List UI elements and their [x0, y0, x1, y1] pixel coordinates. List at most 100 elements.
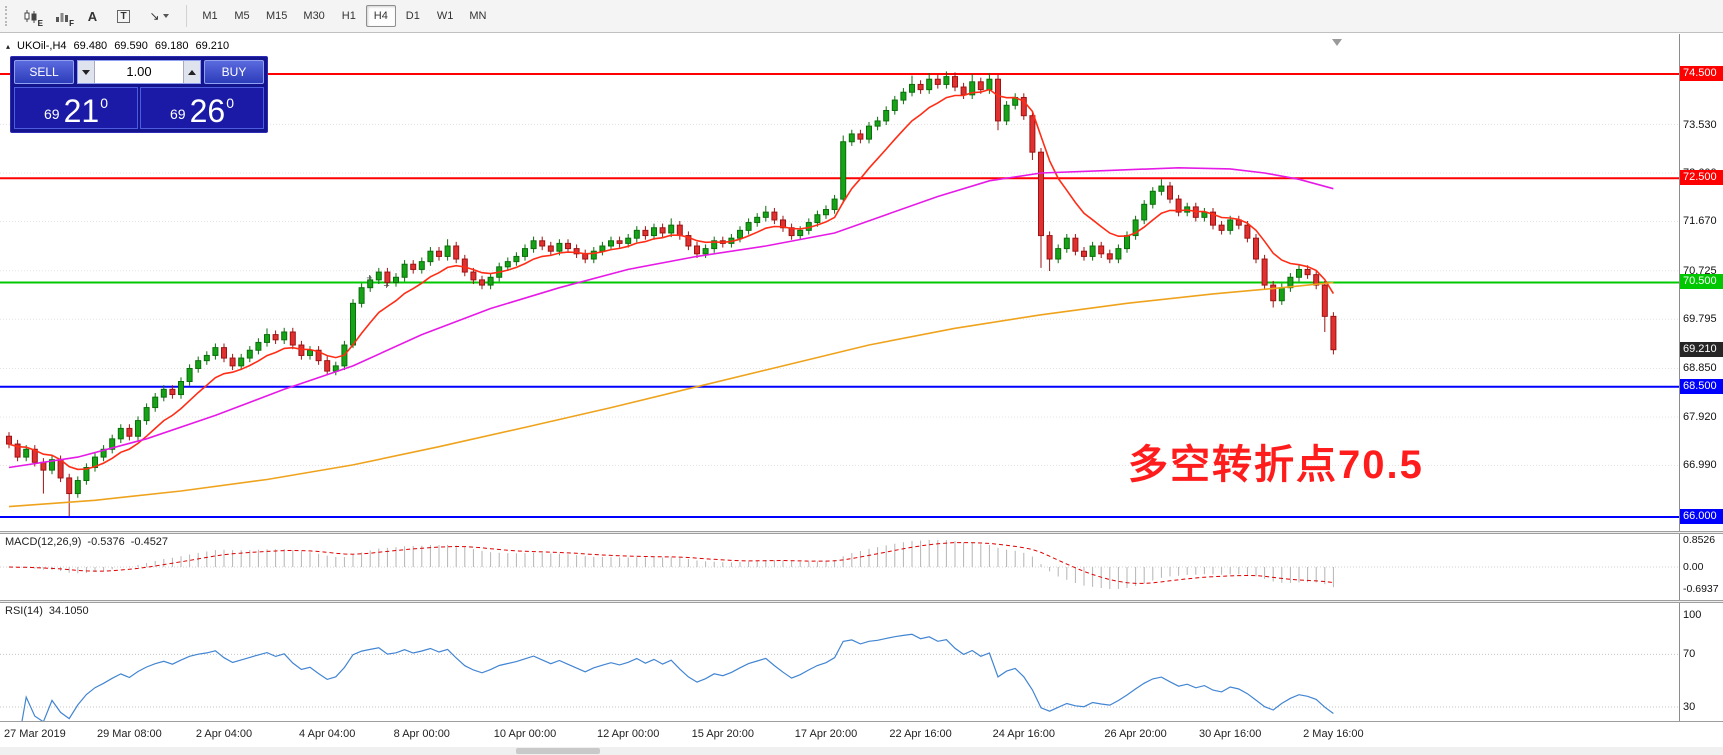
rsi-value: 34.1050 — [48, 605, 89, 617]
slow-ma — [8, 281, 1334, 508]
buy-button[interactable]: BUY — [204, 60, 264, 84]
ask-price-display[interactable]: 69 26 0 — [140, 87, 264, 129]
rsi-axis-label: 30 — [1683, 701, 1696, 713]
pane-border — [0, 721, 1723, 722]
price-axis-label: 71.670 — [1683, 215, 1717, 228]
timeframe-h1[interactable]: H1 — [334, 5, 364, 27]
timeframe-m15[interactable]: M15 — [259, 5, 294, 27]
rsi-label: RSI(14) 34.1050 — [5, 605, 89, 617]
volume-increase-button[interactable] — [183, 61, 200, 83]
price-axis[interactable]: 73.53072.60071.67070.72569.79568.85067.9… — [1679, 34, 1723, 531]
time-axis-label: 24 Apr 16:00 — [992, 728, 1055, 740]
pane-splitter[interactable] — [0, 531, 1723, 534]
symbol-timeframe: UKOil-,H4 — [17, 40, 67, 52]
time-axis-label: 15 Apr 20:00 — [691, 728, 754, 740]
toolbar: E F A T ↘ M1 M5 M15 M30 H1 H4 D1 W1 MN — [0, 0, 1723, 33]
bid-big-figure: 69 — [44, 106, 60, 122]
rsi-panel[interactable]: RSI(14) 34.1050 — [0, 603, 1679, 721]
price-level-tag: 74.500 — [1680, 66, 1723, 81]
rsi-axis-label: 70 — [1683, 648, 1696, 661]
time-axis-label: 22 Apr 16:00 — [889, 728, 952, 740]
rsi-axis-label: 100 — [1683, 609, 1702, 621]
timeframe-w1[interactable]: W1 — [430, 5, 461, 27]
volume-value[interactable]: 1.00 — [126, 64, 152, 79]
bid-price-display[interactable]: 69 21 0 — [14, 87, 138, 129]
timeframe-m5[interactable]: M5 — [227, 5, 257, 27]
timeframe-d1[interactable]: D1 — [398, 5, 428, 27]
fast-ma — [8, 88, 1335, 471]
time-axis-label: 27 Mar 2019 — [4, 728, 66, 740]
medium-ma — [8, 166, 1334, 469]
macd-axis-label: -0.6937 — [1683, 583, 1719, 595]
volume-input[interactable]: 1.00 — [77, 60, 201, 84]
label-tool-glyph: T — [117, 9, 130, 23]
time-axis-label: 29 Mar 08:00 — [96, 728, 162, 740]
candles-icon[interactable]: E — [17, 4, 44, 28]
current-price-tag: 69.210 — [1680, 341, 1723, 357]
label-tool-icon[interactable]: T — [110, 4, 137, 28]
price-axis-label: 70.725 — [1683, 264, 1717, 277]
macd-axis[interactable]: 0.8526 0.00 -0.6937 — [1679, 534, 1723, 600]
ask-point: 0 — [226, 95, 234, 111]
ask-big-figure: 69 — [170, 106, 186, 122]
dropdown-caret-icon[interactable] — [162, 14, 169, 18]
chart-shift-icon[interactable] — [1332, 39, 1342, 46]
candlesticks — [6, 71, 1337, 516]
volume-decrease-button[interactable] — [78, 61, 95, 83]
sell-button[interactable]: SELL — [14, 60, 74, 84]
price-level-tag: 68.500 — [1680, 378, 1723, 394]
price-axis-label: 66.990 — [1683, 459, 1717, 472]
macd-axis-label: 0.8526 — [1683, 534, 1716, 546]
time-axis-label: 10 Apr 00:00 — [493, 728, 557, 740]
price-level-tag: 72.500 — [1680, 170, 1723, 186]
ohlc-low: 69.180 — [154, 40, 189, 52]
macd-title: MACD(12,26,9) — [5, 536, 82, 548]
time-axis-label: 17 Apr 20:00 — [794, 728, 858, 740]
timeframe-m30[interactable]: M30 — [296, 5, 331, 27]
price-level-tag: 70.500 — [1680, 274, 1723, 290]
histogram-icon[interactable]: F — [48, 4, 75, 28]
price-axis-label: 69.795 — [1683, 313, 1717, 326]
plus-marker: + — [383, 280, 389, 292]
timeframe-group: M1 M5 M15 M30 H1 H4 D1 W1 MN — [194, 5, 494, 27]
ohlc-high: 69.590 — [114, 40, 148, 52]
timeframe-mn[interactable]: MN — [462, 5, 493, 27]
bid-point: 0 — [100, 95, 108, 111]
bid-pips: 21 — [63, 93, 100, 129]
price-axis-label: 73.530 — [1683, 118, 1717, 131]
rsi-title: RSI(14) — [5, 605, 43, 617]
text-tool-icon[interactable]: A — [79, 4, 106, 28]
macd-signal-value: -0.4527 — [130, 536, 169, 548]
price-chart[interactable]: + + ▴ UKOil-,H4 69.480 69.590 69.180 69.2… — [0, 34, 1679, 531]
macd-panel[interactable]: MACD(12,26,9) -0.5376 -0.4527 — [0, 534, 1679, 600]
toolbar-separator — [186, 5, 187, 27]
one-click-trading-panel: SELL 1.00 BUY 69 21 0 69 26 0 — [10, 56, 268, 133]
time-axis-label: 26 Apr 20:00 — [1104, 728, 1167, 740]
pane-splitter[interactable] — [0, 600, 1723, 603]
line-tool-icon[interactable]: ↘ — [141, 4, 177, 28]
macd-label: MACD(12,26,9) -0.5376 -0.4527 — [5, 536, 168, 548]
time-axis-label: 30 Apr 16:00 — [1198, 728, 1262, 740]
text-tool-glyph: A — [87, 8, 98, 24]
price-level-tag: 66.000 — [1680, 509, 1723, 525]
time-axis[interactable]: 27 Mar 2019 29 Mar 08:00 2 Apr 04:00 4 Apr … — [0, 722, 1679, 746]
macd-value: -0.5376 — [87, 536, 125, 548]
time-axis-label: 4 Apr 04:00 — [299, 728, 356, 740]
plus-marker: + — [366, 272, 372, 284]
time-axis-label: 12 Apr 00:00 — [596, 728, 660, 740]
symbol-marker-icon: ▴ — [6, 41, 11, 51]
horizontal-scrollbar[interactable] — [0, 747, 1723, 755]
line-tool-glyph: ↘ — [149, 9, 160, 23]
annotation-text: 多空转折点70.5 — [1128, 443, 1424, 487]
rsi-line — [21, 633, 1334, 721]
rsi-axis[interactable]: 100 70 30 — [1679, 603, 1723, 721]
timeframe-m1[interactable]: M1 — [195, 5, 225, 27]
ohlc-info: ▴ UKOil-,H4 69.480 69.590 69.180 69.210 — [6, 40, 229, 52]
ohlc-open: 69.480 — [73, 40, 108, 52]
scrollbar-thumb[interactable] — [516, 748, 600, 754]
timeframe-h4[interactable]: H4 — [365, 5, 396, 27]
price-axis-label: 67.920 — [1683, 410, 1717, 423]
histogram-icon-sub: F — [69, 19, 74, 28]
toolbar-grip[interactable] — [5, 6, 11, 26]
macd-signal-line — [8, 542, 1334, 584]
